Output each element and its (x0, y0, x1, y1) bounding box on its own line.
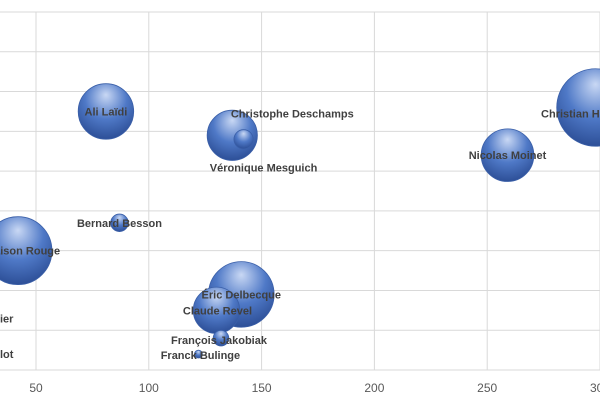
point-label: lot (0, 349, 14, 361)
bubble (233, 129, 254, 150)
point-label: Bernard Besson (77, 218, 162, 230)
point-label: Claude Revel (183, 305, 252, 317)
point-label: Christophe Deschamps (231, 108, 354, 120)
x-tick-label: 150 (252, 381, 272, 395)
point-label: Éric Delbecque (202, 288, 281, 301)
bubble (77, 83, 135, 140)
bubble (480, 128, 535, 182)
x-tick-label: 100 (139, 381, 159, 395)
bubble (0, 216, 53, 286)
bubbles (0, 68, 600, 359)
x-tick-label: 300 (590, 381, 600, 395)
bubble (556, 68, 600, 147)
x-axis-ticks: 50 100 150 200 250 300 (29, 381, 600, 395)
x-tick-label: 50 (29, 381, 43, 395)
point-label: François Jakobiak (171, 335, 268, 347)
point-labels: Ali Laïdi Christophe Deschamps Véronique M… (0, 106, 600, 362)
point-label: ier (0, 313, 14, 325)
point-label: Ali Laïdi (85, 106, 128, 118)
point-label: e Maison Rouge (0, 246, 60, 258)
bubble (212, 329, 230, 347)
point-label: Christian H (541, 108, 600, 120)
bubble (110, 213, 129, 232)
bubble (194, 349, 203, 359)
point-label: Véronique Mesguich (210, 162, 318, 174)
x-tick-label: 200 (364, 381, 384, 395)
point-label: Franck Bulinge (161, 350, 240, 362)
x-tick-label: 250 (477, 381, 497, 395)
point-label: Nicolas Moinet (469, 150, 547, 162)
gridlines (0, 11, 600, 371)
